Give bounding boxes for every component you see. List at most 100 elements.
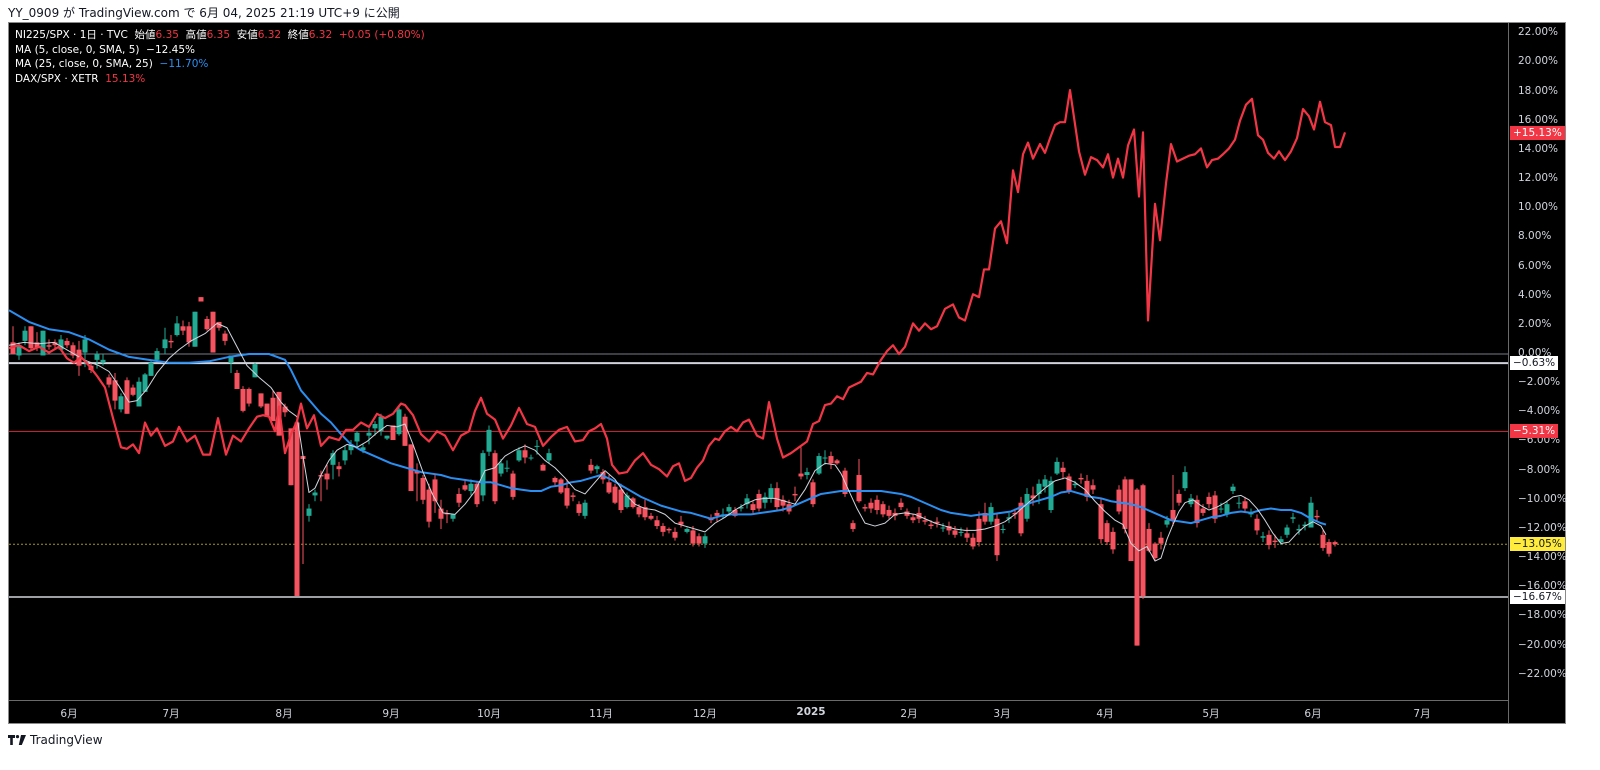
candle-up bbox=[726, 507, 732, 512]
candle-up bbox=[822, 457, 828, 459]
candle-down bbox=[1320, 534, 1326, 548]
candle-down bbox=[1098, 504, 1104, 540]
legend-compare-label: DAX/SPX · XETR bbox=[15, 72, 99, 85]
candle-down bbox=[474, 483, 480, 505]
candle-down bbox=[1090, 485, 1096, 490]
candle-down bbox=[438, 508, 444, 519]
time-tick: 2025 bbox=[796, 706, 826, 718]
candle-up bbox=[1230, 486, 1236, 492]
candle-up bbox=[360, 447, 366, 451]
candle-down bbox=[898, 502, 904, 508]
candle-up bbox=[330, 453, 336, 465]
candle-up bbox=[100, 359, 106, 363]
legend-main-series[interactable]: NI225/SPX · 1日 · TVC 始値6.35 高値6.35 安値6.3… bbox=[15, 28, 425, 43]
candle-down bbox=[1326, 542, 1332, 554]
candle-down bbox=[636, 507, 642, 515]
candle-down bbox=[976, 518, 982, 543]
legend-symbol: NI225/SPX · 1日 · TVC bbox=[15, 29, 128, 41]
candle-down bbox=[324, 473, 330, 480]
candle-up bbox=[94, 354, 100, 360]
legend-ma25[interactable]: MA (25, close, 0, SMA, 25) −11.70% bbox=[15, 57, 425, 72]
candle-down bbox=[270, 397, 276, 422]
published-caption: YY_0909 が TradingView.com で 6月 04, 2025 … bbox=[8, 6, 400, 20]
candle-down bbox=[994, 518, 1000, 556]
price-tick: 10.00% bbox=[1518, 201, 1559, 214]
time-tick: 3月 bbox=[993, 708, 1011, 720]
candle-down bbox=[714, 512, 720, 516]
candle-down bbox=[1146, 528, 1152, 551]
price-tick: 14.00% bbox=[1518, 142, 1559, 155]
candle-down bbox=[112, 380, 118, 401]
candle-down bbox=[492, 453, 498, 502]
candle-up bbox=[22, 330, 28, 341]
candle-down bbox=[798, 473, 804, 477]
chart-plot-area[interactable]: NI225/SPX · 1日 · TVC 始値6.35 高値6.35 安値6.3… bbox=[9, 23, 1508, 700]
candle-down bbox=[1272, 540, 1278, 543]
candle-down bbox=[1012, 512, 1018, 515]
legend-ma5[interactable]: MA (5, close, 0, SMA, 5) −12.45% bbox=[15, 43, 425, 58]
legend-close-label: 終値 bbox=[287, 29, 309, 41]
candle-down bbox=[828, 456, 834, 464]
price-tick: −10.00% bbox=[1518, 492, 1567, 505]
candle-up bbox=[192, 311, 198, 347]
price-tick: 4.00% bbox=[1518, 288, 1552, 301]
candle-down bbox=[70, 345, 76, 356]
candle-up bbox=[366, 432, 372, 436]
candle-up bbox=[136, 381, 142, 407]
candle-down bbox=[540, 464, 546, 471]
candle-up bbox=[1302, 524, 1308, 527]
time-axis[interactable]: 6月 7月 8月 9月 10月 11月 12月 2025 2月 3月 4月 5月 6月 7月 bbox=[9, 700, 1508, 724]
candle-down bbox=[124, 380, 130, 414]
candle-down bbox=[216, 321, 222, 328]
candle-down bbox=[1176, 493, 1182, 503]
candle-up bbox=[468, 483, 474, 492]
candle-up bbox=[82, 339, 88, 353]
candle-down bbox=[928, 524, 934, 527]
chart-frame: NI225/SPX · 1日 · TVC 始値6.35 高値6.35 安値6.3… bbox=[8, 22, 1567, 724]
tradingview-logo-icon bbox=[8, 735, 26, 745]
legend-compare[interactable]: DAX/SPX · XETR 15.13% bbox=[15, 72, 425, 87]
candle-down bbox=[246, 388, 252, 404]
candle-down bbox=[168, 340, 174, 343]
candle-up bbox=[378, 416, 384, 432]
candle-down bbox=[850, 523, 856, 529]
candle-down bbox=[420, 477, 426, 500]
candle-up bbox=[342, 450, 348, 461]
time-tick: 7月 bbox=[1413, 708, 1431, 720]
price-badge: −5.31% bbox=[1510, 424, 1559, 439]
candle-down bbox=[1128, 479, 1134, 562]
time-tick: 6月 bbox=[60, 708, 78, 720]
candle-down bbox=[678, 521, 684, 525]
candle-down bbox=[970, 537, 976, 547]
legend-close-value: 6.32 bbox=[308, 29, 333, 41]
candle-down bbox=[1018, 502, 1024, 534]
price-tick: −2.00% bbox=[1518, 376, 1561, 389]
time-tick: 11月 bbox=[589, 708, 613, 720]
candle-up bbox=[1308, 502, 1314, 528]
candle-up bbox=[504, 467, 510, 469]
candle-up bbox=[702, 536, 708, 544]
candle-up bbox=[118, 396, 124, 410]
candle-down bbox=[402, 416, 408, 446]
candle-down bbox=[1110, 531, 1116, 550]
price-badge: −16.67% bbox=[1510, 590, 1565, 605]
candle-down bbox=[1332, 542, 1338, 545]
candle-up bbox=[58, 339, 64, 350]
candle-down bbox=[934, 521, 940, 524]
price-tick: −12.00% bbox=[1518, 521, 1567, 534]
candle-down bbox=[204, 319, 210, 330]
candle-down bbox=[780, 499, 786, 506]
candle-down bbox=[862, 507, 868, 509]
candle-down bbox=[46, 345, 52, 347]
candle-up bbox=[594, 466, 600, 470]
candle-down bbox=[690, 530, 696, 544]
chart-legend: NI225/SPX · 1日 · TVC 始値6.35 高値6.35 安値6.3… bbox=[15, 28, 425, 86]
price-tick: 0.00% bbox=[1518, 347, 1552, 359]
candle-down bbox=[774, 488, 780, 508]
candle-up bbox=[816, 456, 822, 474]
legend-ma5-value: −12.45% bbox=[146, 43, 195, 56]
candle-up bbox=[582, 502, 588, 516]
price-axis[interactable]: 22.00% 20.00% 18.00% 16.00% 14.00% 12.00% 10.0… bbox=[1508, 23, 1567, 723]
candle-up bbox=[940, 527, 946, 529]
price-tick: −16.00% bbox=[1518, 580, 1567, 593]
